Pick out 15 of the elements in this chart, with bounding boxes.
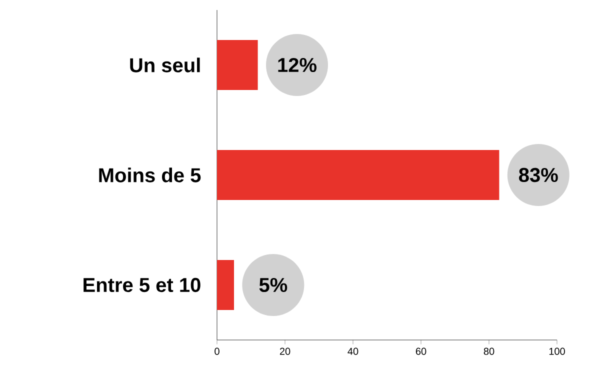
- bar: [217, 40, 258, 90]
- y-tick-label: Entre 5 et 10: [84, 278, 200, 292]
- data-label: 5%: [259, 278, 288, 292]
- bar: [217, 260, 234, 310]
- x-tick-label: 20: [280, 348, 290, 355]
- x-tick-label: 80: [484, 348, 494, 355]
- data-label: 83%: [519, 168, 558, 182]
- y-tick-label: Un seul: [130, 58, 200, 72]
- data-label: 12%: [278, 58, 316, 72]
- x-tick-label: 100: [549, 348, 565, 355]
- x-tick-label: 60: [416, 348, 426, 355]
- x-tick-label: 40: [348, 348, 358, 355]
- bar: [217, 150, 500, 200]
- x-tick-label: 0: [214, 348, 220, 355]
- y-tick-label: Moins de 5: [99, 168, 201, 182]
